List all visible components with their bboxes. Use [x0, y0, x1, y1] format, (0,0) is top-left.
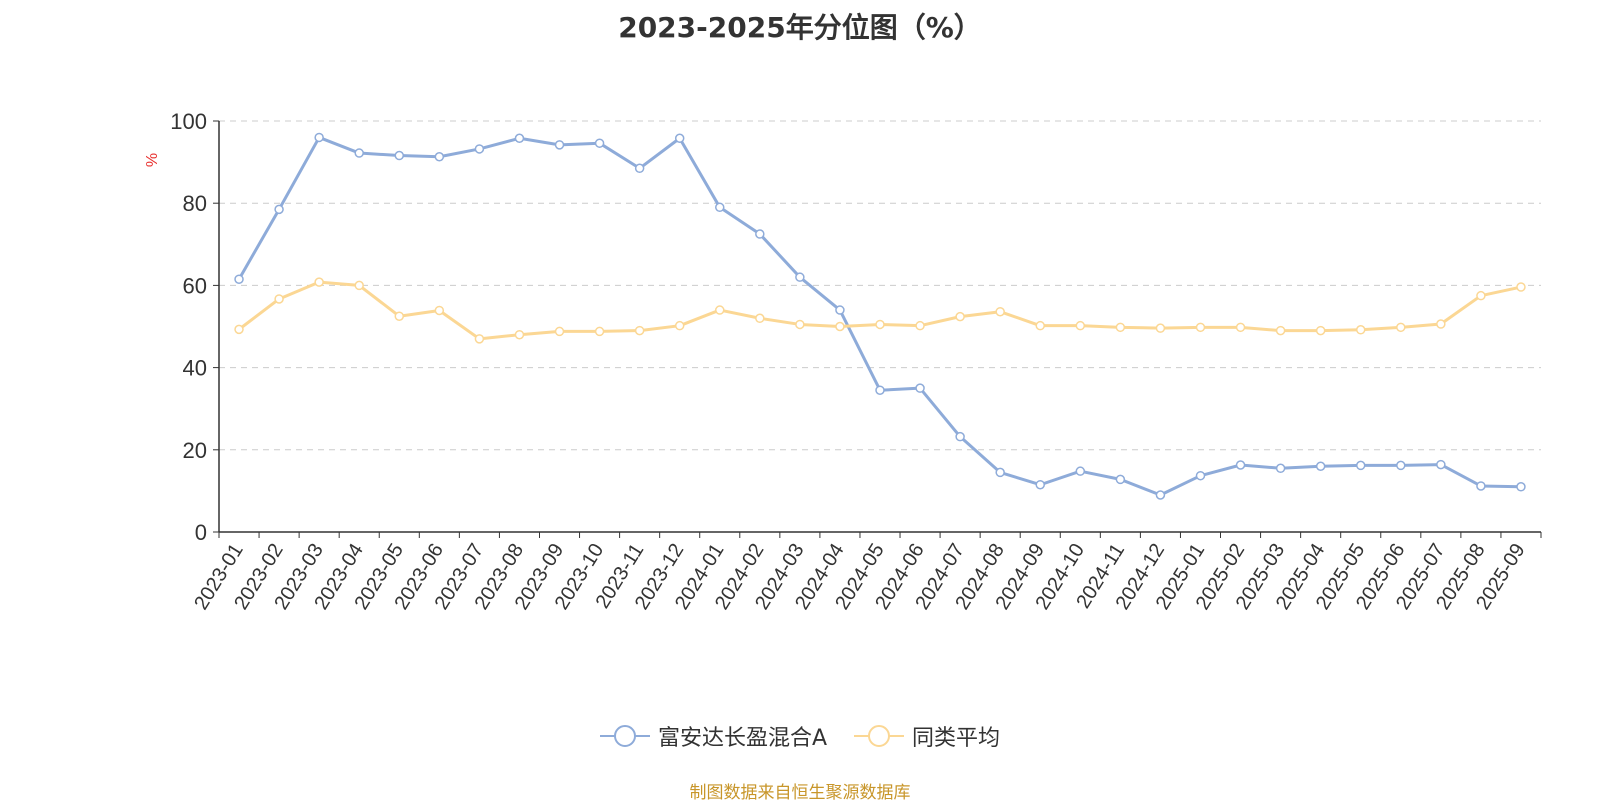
legend-line-circle-icon: [599, 725, 650, 747]
series-a-point: [314, 132, 324, 143]
series-a-line: [237, 135, 1522, 497]
series-b-point: [594, 326, 605, 337]
series-a-point: [1476, 481, 1486, 491]
series-b-point: [674, 320, 685, 331]
series-a-point: [434, 152, 445, 162]
series-b-point: [1476, 290, 1486, 301]
series-a-point: [394, 150, 405, 161]
series-a-point: [554, 140, 565, 150]
series-b-point: [915, 320, 925, 331]
series-b-point: [394, 311, 405, 321]
series-a-point: [1115, 474, 1126, 485]
legend-item-series-a[interactable]: 富安达长盈混合A: [599, 720, 828, 752]
series-b-point: [274, 294, 284, 304]
series-a-point: [234, 274, 244, 284]
series-b-point: [995, 306, 1005, 317]
chart-title: 2023-2025年分位图（%）: [618, 11, 982, 44]
series-a-point: [875, 385, 885, 395]
series-a-point: [955, 431, 965, 442]
series-b-point: [795, 319, 805, 330]
series-b-point: [554, 326, 565, 337]
series-a-point: [1275, 463, 1286, 474]
y-tick-label: 80: [183, 191, 207, 216]
series-a-point: [274, 204, 284, 215]
series-b-point: [1195, 322, 1206, 333]
series-b-point: [634, 325, 645, 336]
series-b-point: [715, 305, 725, 315]
y-axis-labels: 0 20 40 60 80 100: [170, 109, 207, 545]
series-b-point: [474, 334, 485, 344]
series-a-point: [1155, 490, 1166, 500]
series-b-point: [1516, 282, 1526, 292]
series-b-point: [434, 305, 445, 316]
series-b-point: [1396, 322, 1406, 333]
series-b-point: [755, 313, 765, 324]
series-b-point: [234, 324, 244, 335]
series-a-point: [915, 383, 925, 393]
series-a-point: [1355, 460, 1366, 471]
axes: [213, 120, 1542, 538]
series-a-point: [634, 163, 645, 174]
legend: 富安达长盈混合A 同类平均: [0, 720, 1600, 755]
y-axis-unit-label: %: [144, 153, 161, 167]
series-b-point: [354, 280, 364, 291]
series-b-point: [955, 311, 965, 322]
series-a-point: [1035, 479, 1045, 490]
series-a-point: [1396, 460, 1406, 471]
series-b-point: [875, 319, 885, 330]
series-a-point: [995, 467, 1005, 478]
series-a-point: [795, 272, 805, 282]
series-b-point: [1275, 325, 1286, 336]
legend-label-series-a: 富安达长盈混合A: [657, 726, 828, 751]
legend-label-series-b: 同类平均: [912, 726, 1001, 751]
y-tick-label: 60: [183, 273, 207, 298]
series-b-point: [1315, 325, 1326, 336]
series-b-point: [314, 277, 324, 287]
series-b-point: [1235, 322, 1246, 333]
legend-item-series-b[interactable]: 同类平均: [854, 720, 1000, 752]
series-a-point: [835, 305, 845, 315]
series-lines: [234, 132, 1526, 500]
series-a-point: [354, 148, 364, 158]
y-tick-label: 20: [183, 438, 207, 463]
x-axis-labels: 2023-012023-022023-032023-042023-052023-…: [190, 540, 1529, 614]
series-a-point: [755, 229, 765, 239]
series-b-point: [514, 329, 525, 340]
series-a-point: [474, 144, 485, 154]
series-a-point: [715, 202, 725, 213]
series-a-point: [674, 133, 685, 144]
series-b-line: [238, 280, 1522, 341]
series-a-point: [1235, 460, 1246, 470]
y-tick-label: 100: [170, 109, 207, 134]
source-note: 制图数据来自恒生聚源数据库: [689, 783, 911, 803]
y-tick-label: 40: [183, 356, 207, 381]
series-b-point: [1075, 320, 1086, 331]
series-a-point: [1436, 459, 1446, 470]
series-a-point: [1516, 482, 1526, 492]
series-b-point: [1155, 323, 1166, 333]
series-a-point: [514, 133, 525, 144]
series-a-point: [594, 138, 605, 148]
series-b-point: [1436, 319, 1446, 329]
series-b-point: [835, 321, 845, 332]
legend-line-circle-icon: [854, 725, 905, 747]
series-b-point: [1115, 322, 1126, 333]
series-a-point: [1075, 466, 1086, 476]
series-a-point: [1195, 470, 1206, 481]
series-b-point: [1355, 325, 1366, 335]
y-tick-label: 0: [195, 520, 207, 545]
grid-lines: [219, 120, 1541, 451]
series-b-point: [1035, 320, 1045, 331]
series-a-point: [1315, 461, 1326, 471]
